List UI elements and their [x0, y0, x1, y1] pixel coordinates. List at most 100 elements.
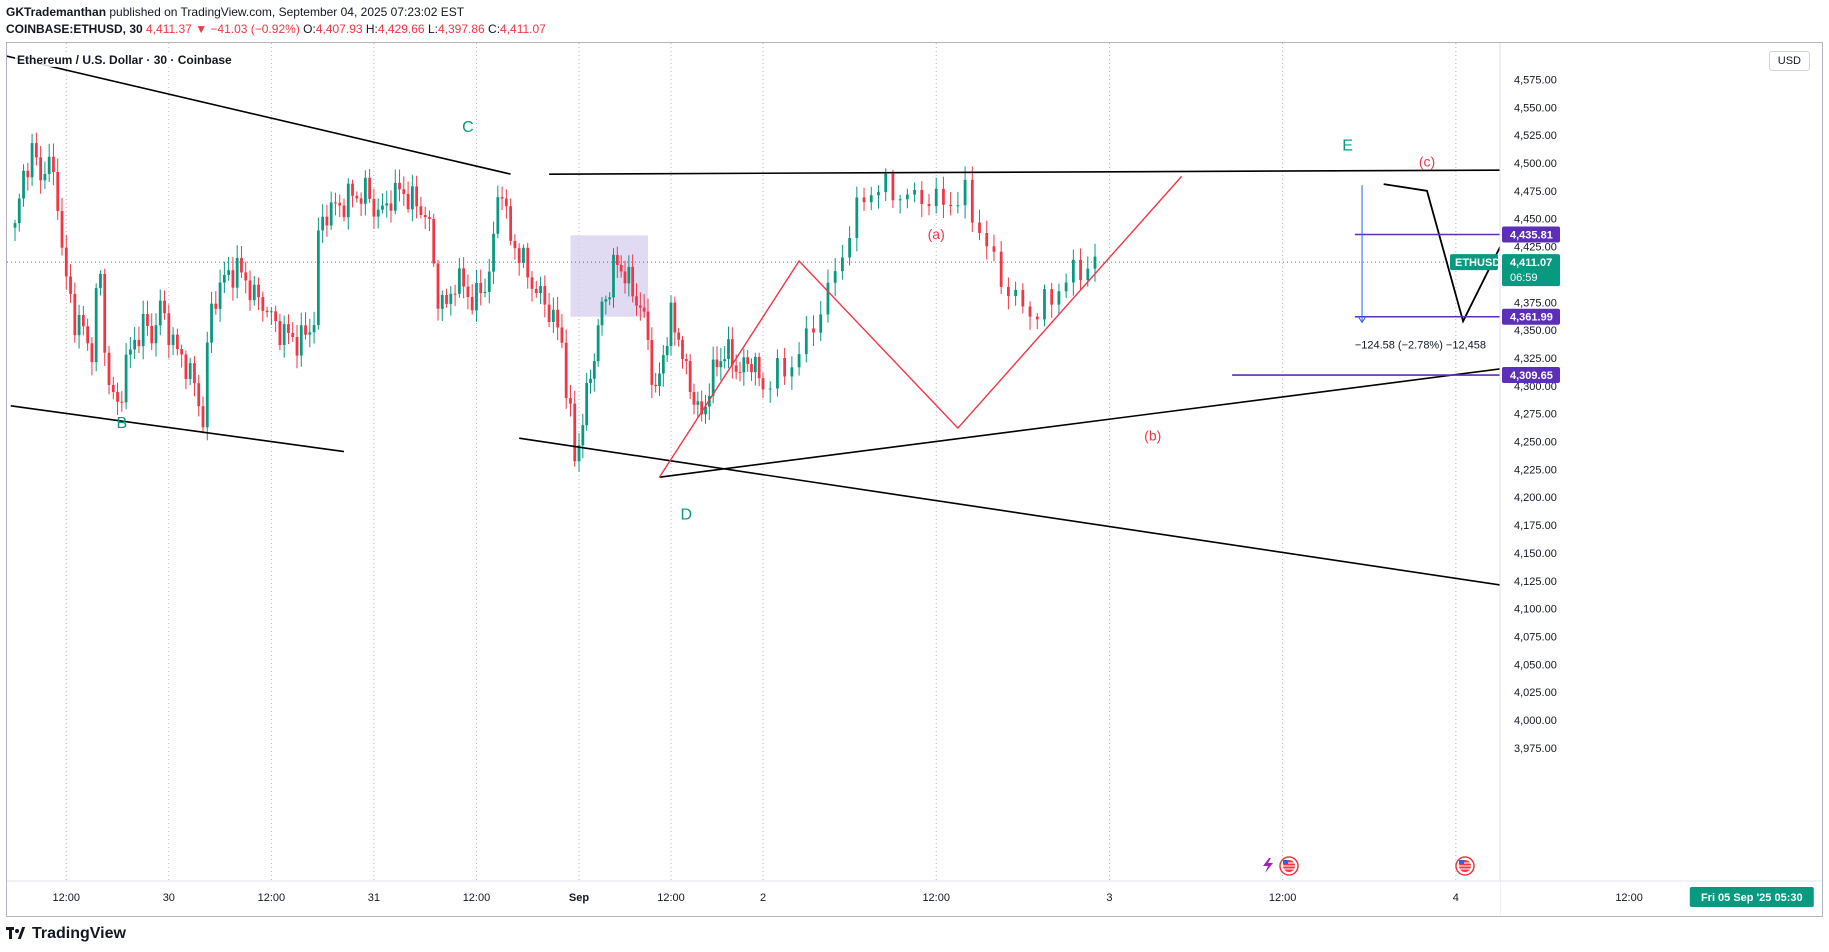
candle [193, 356, 196, 397]
candle [715, 346, 719, 377]
y-tick-label: 4,425.00 [1514, 242, 1557, 254]
y-tick-label: 4,075.00 [1514, 631, 1557, 643]
candle-body [244, 272, 248, 281]
candle-body [406, 193, 410, 210]
candle-body [163, 300, 166, 314]
candle [393, 169, 397, 215]
candle-body [141, 314, 145, 347]
candle-body [1071, 259, 1075, 283]
candle-body [299, 325, 303, 356]
candle [530, 270, 534, 302]
price-chart-svg[interactable]: −124.58 (−2.78%) −12,458−76.13 (−1.72%) … [7, 43, 1823, 917]
currency-button[interactable]: USD [1768, 51, 1810, 71]
candle-body [227, 270, 231, 275]
candle [684, 353, 688, 375]
candle [1057, 283, 1061, 315]
candle-body [449, 293, 453, 304]
candle-body [985, 232, 989, 247]
candle-body [73, 293, 77, 336]
candle [64, 234, 68, 290]
candle [274, 305, 278, 333]
candle [496, 185, 500, 239]
candle [56, 158, 60, 220]
candle [522, 244, 525, 268]
candle [30, 133, 34, 186]
candle-body [604, 299, 608, 302]
candle-body [1043, 289, 1046, 320]
candle [94, 283, 98, 372]
candle-body [942, 188, 945, 205]
candle [235, 245, 239, 299]
candle [17, 193, 21, 232]
tradingview-logo[interactable]: TradingView [6, 925, 126, 943]
candle-body [402, 189, 406, 194]
candle-body [650, 340, 654, 385]
candle [334, 192, 337, 216]
candle-body [470, 297, 474, 311]
candle-body [612, 254, 615, 298]
y-tick-label: 4,200.00 [1514, 492, 1557, 504]
candle [746, 350, 750, 372]
candle-body [77, 315, 81, 336]
candle-body [509, 206, 513, 241]
candle [381, 193, 384, 214]
candle-body [193, 363, 196, 384]
candle-body [261, 297, 265, 311]
y-tick-label: 4,150.00 [1514, 548, 1557, 560]
level-price-tag [1502, 308, 1560, 325]
candle [363, 170, 367, 216]
candle [1043, 284, 1046, 327]
candle [244, 261, 248, 294]
candle-body [646, 311, 650, 341]
candle-body [556, 309, 560, 328]
candle-body [355, 195, 359, 199]
candle-body [94, 288, 98, 363]
candle [905, 188, 909, 209]
candle-body [1007, 286, 1010, 297]
candle [150, 313, 154, 350]
candle [1014, 281, 1017, 306]
candle [120, 391, 124, 412]
dividend-event-icon [1263, 858, 1273, 873]
candle-body [999, 251, 1003, 287]
candle [492, 221, 495, 285]
x-tick-label: 12:00 [922, 892, 950, 904]
candle [269, 307, 273, 325]
candle-body [52, 156, 55, 172]
candle [654, 372, 658, 393]
candle-body [252, 284, 256, 301]
symbol-interval[interactable]: COINBASE:ETHUSD, 30 [6, 22, 143, 36]
candle [316, 217, 320, 330]
candle-body [631, 266, 635, 297]
candle [39, 145, 43, 194]
candle-body [862, 197, 866, 203]
candle-body [539, 285, 542, 293]
x-tick-label: 12:00 [1269, 892, 1297, 904]
candle [252, 276, 256, 306]
candle [696, 391, 700, 419]
chart-pane[interactable]: −124.58 (−2.78%) −12,458−76.13 (−1.72%) … [6, 42, 1823, 917]
candle-body [43, 173, 47, 181]
publisher-name[interactable]: GKTrademanthan [6, 5, 107, 19]
candle-body [257, 284, 260, 298]
candle-body [231, 270, 235, 288]
candle-body [700, 401, 704, 415]
candle [963, 166, 967, 219]
candle [240, 245, 243, 279]
candle [891, 169, 895, 209]
candle [1093, 243, 1097, 282]
candle [841, 244, 844, 280]
wave-label: (c) [1419, 153, 1435, 169]
candle [445, 288, 448, 308]
candle-body [797, 354, 801, 368]
candle-body [569, 398, 572, 404]
candle-body [282, 324, 286, 345]
candle [539, 276, 542, 305]
candle [665, 337, 669, 362]
candle-body [848, 237, 851, 258]
candle-body [768, 388, 772, 390]
candle-body [316, 230, 320, 326]
y-tick-label: 4,125.00 [1514, 576, 1557, 588]
candle-body [137, 339, 141, 347]
candle [90, 337, 94, 376]
